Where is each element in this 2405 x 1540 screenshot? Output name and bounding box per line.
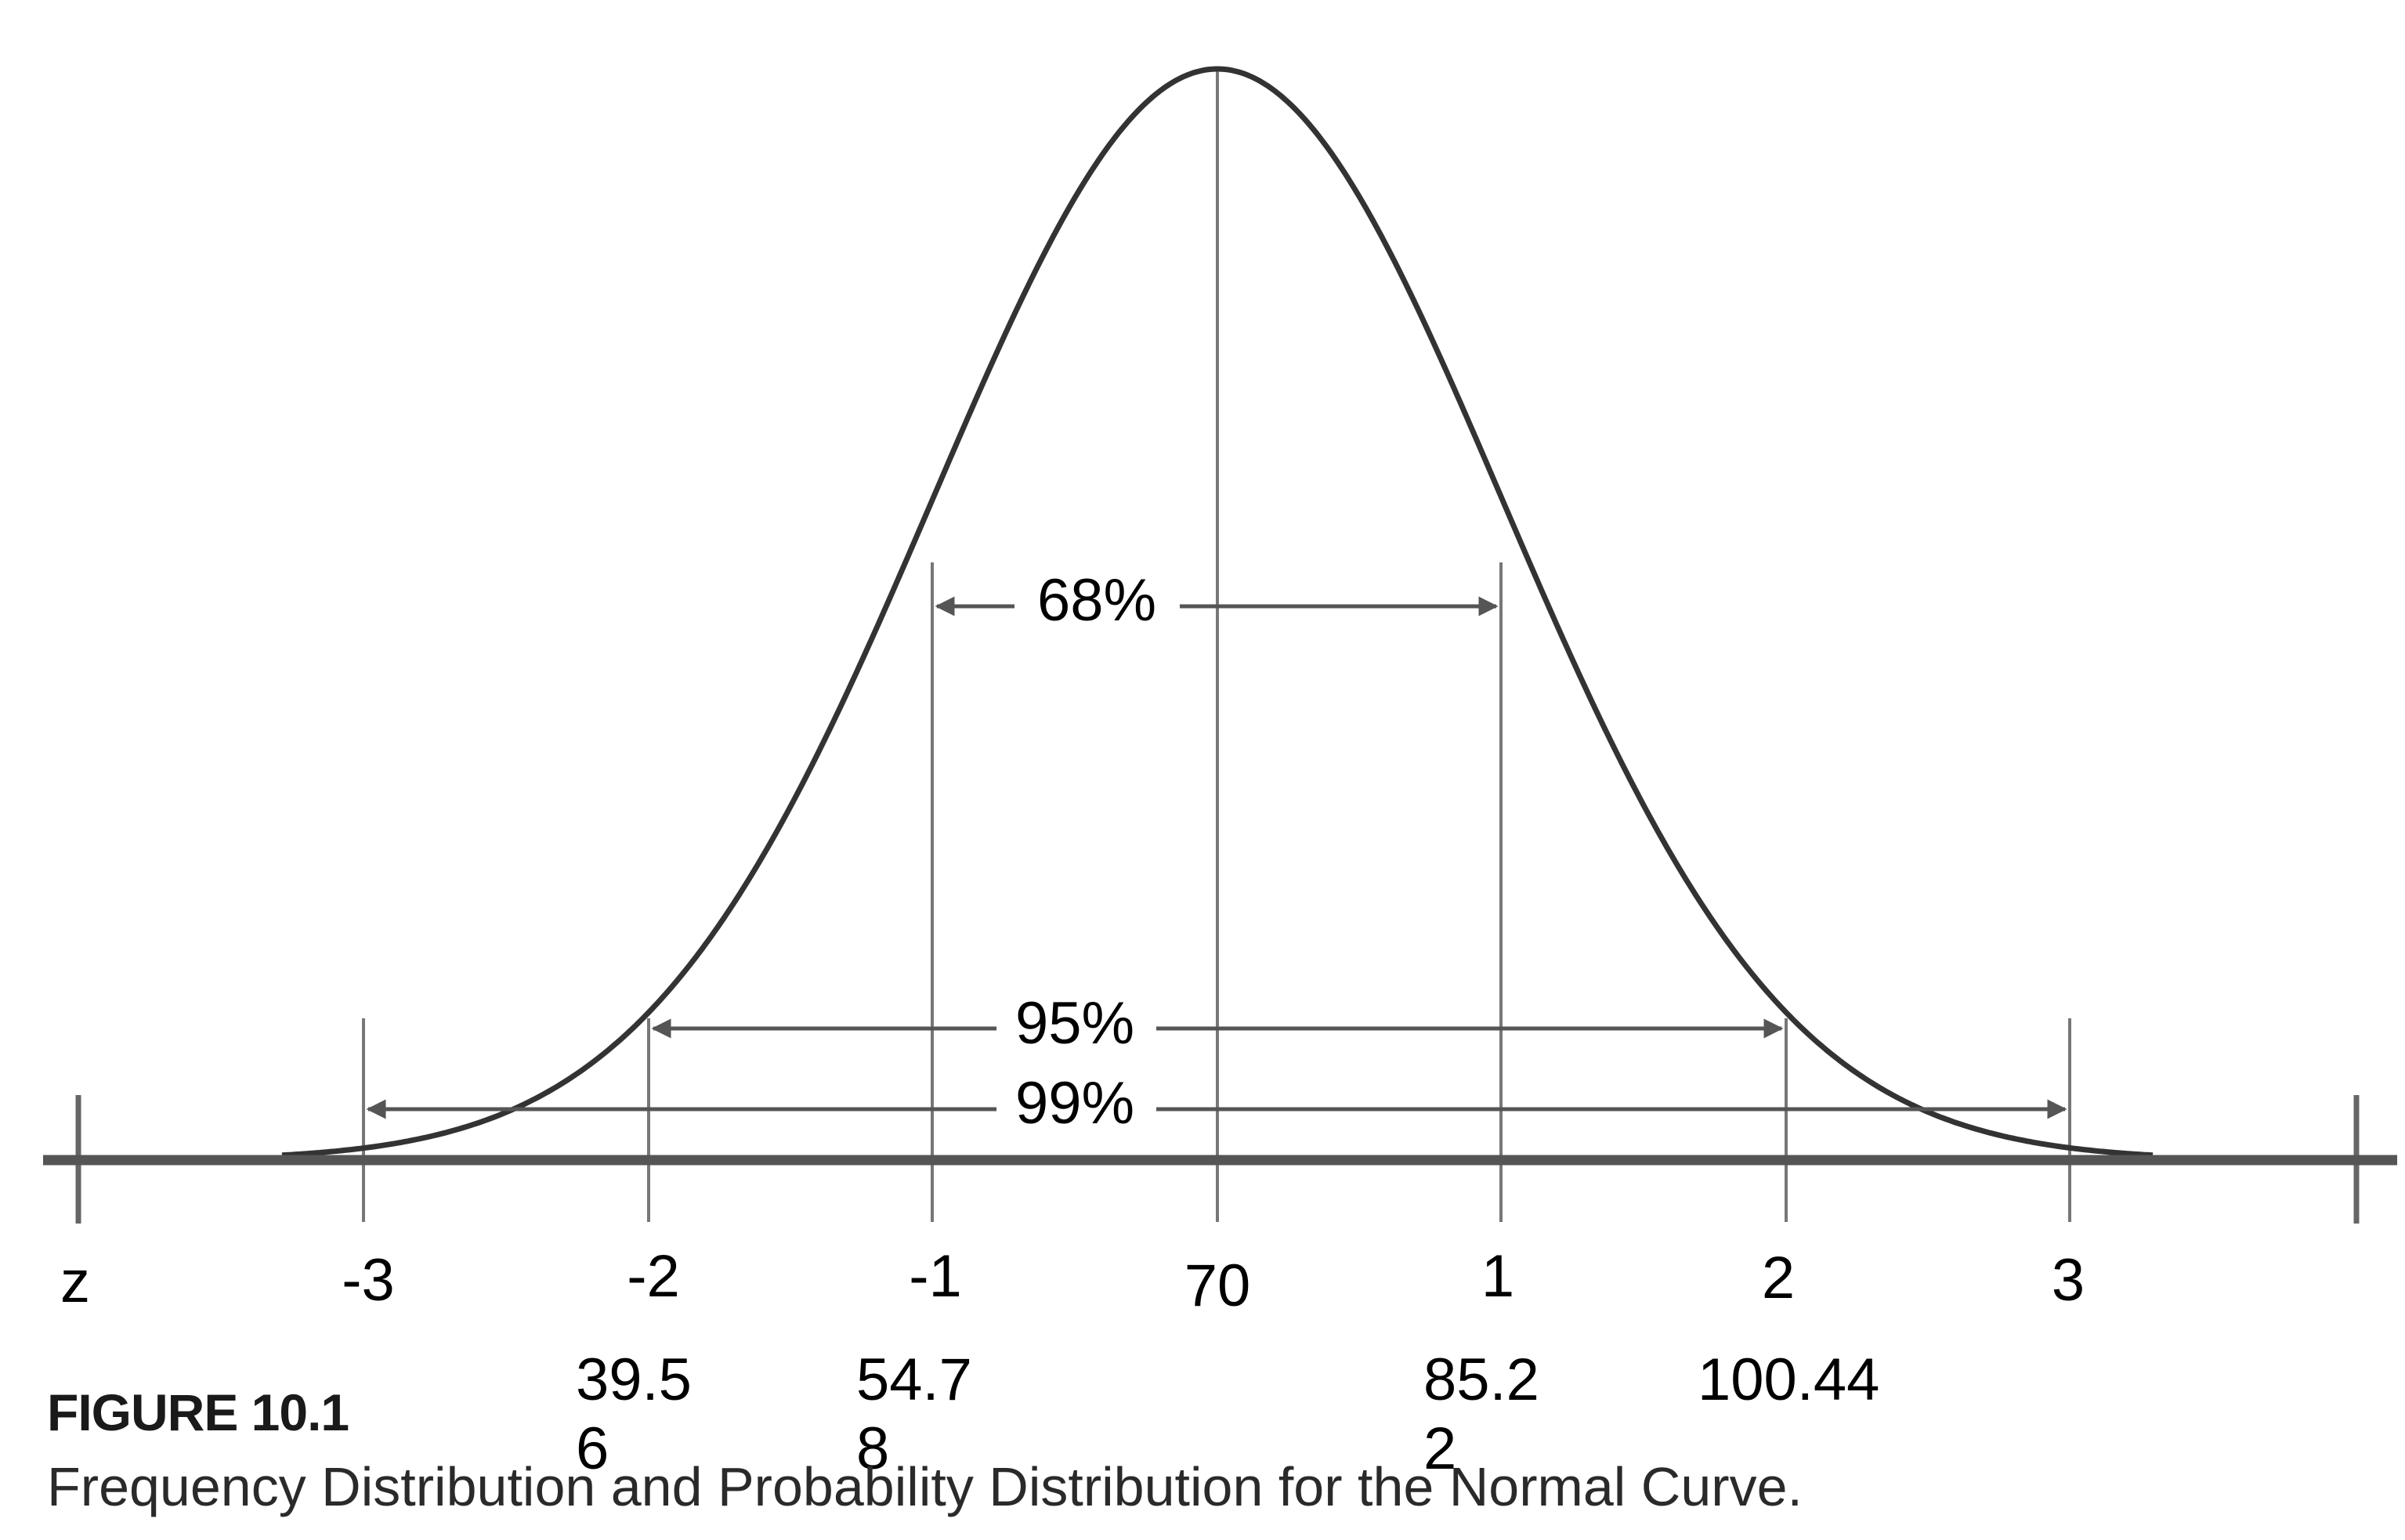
- z-tick-label: 1: [1481, 1243, 1514, 1310]
- z-axis-title: z: [60, 1249, 90, 1315]
- z-tick-label: 2: [1762, 1245, 1795, 1311]
- label-68-percent: 68%: [1037, 567, 1156, 634]
- mean-tick-label: 70: [1184, 1253, 1251, 1319]
- raw-score-label: 100.44: [1698, 1347, 1880, 1413]
- z-tick-label: 3: [2052, 1247, 2085, 1314]
- z-tick-label: -2: [627, 1243, 680, 1310]
- label-99-percent: 99%: [1015, 1070, 1134, 1137]
- raw-score-label: 54.78: [856, 1347, 972, 1482]
- z-axis-labels: z -3 -2 -1 70 1 2 3: [60, 1243, 2085, 1319]
- figure-caption-text: Frequency Distribution and Probability D…: [47, 1456, 1803, 1517]
- normal-curve: [281, 66, 2154, 1159]
- z-tick-label: -3: [342, 1247, 395, 1314]
- z-tick-label: -1: [909, 1243, 962, 1310]
- figure-caption-title: FIGURE 10.1: [47, 1383, 349, 1441]
- raw-score-label: 39.56: [576, 1347, 692, 1482]
- label-95-percent: 95%: [1015, 990, 1134, 1057]
- raw-score-label: 85.22: [1423, 1347, 1539, 1482]
- sigma-gridlines: [362, 69, 2071, 1222]
